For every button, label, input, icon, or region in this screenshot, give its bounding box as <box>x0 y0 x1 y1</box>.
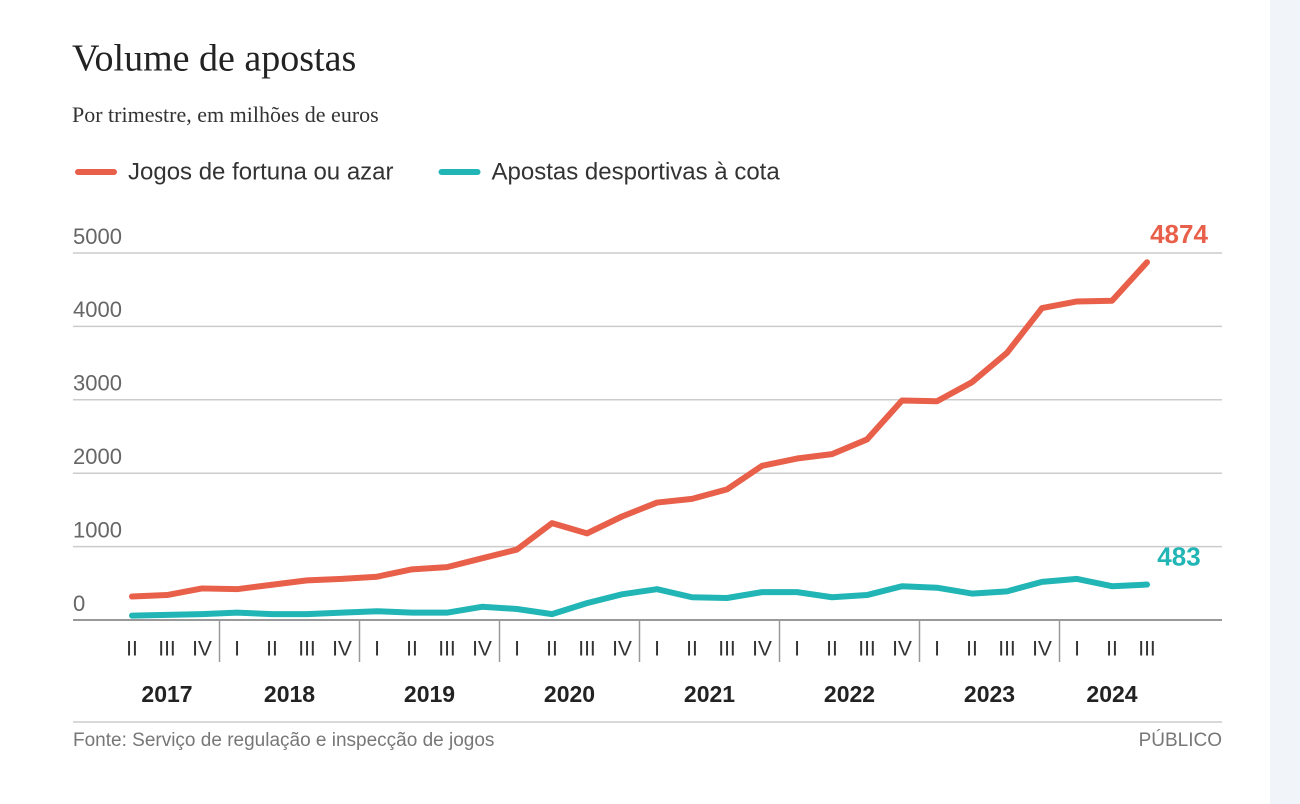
side-strip <box>1270 0 1300 804</box>
x-tick-label: II <box>546 638 558 661</box>
year-label: 2018 <box>264 681 315 707</box>
x-tick-label: IV <box>1032 638 1052 661</box>
x-tick-label: III <box>718 638 736 661</box>
chart-subtitle: Por trimestre, em milhões de euros <box>72 102 379 127</box>
year-label: 2020 <box>544 681 595 707</box>
x-tick-label: IV <box>332 638 352 661</box>
year-label: 2024 <box>1086 681 1137 707</box>
x-tick-label: I <box>654 638 660 661</box>
x-tick-label: IV <box>892 638 912 661</box>
x-tick-label: I <box>934 638 940 661</box>
legend-label: Apostas desportivas à cota <box>492 158 781 185</box>
x-tick-label: III <box>1138 638 1156 661</box>
y-tick-label: 3000 <box>73 371 122 396</box>
x-tick-label: I <box>234 638 240 661</box>
x-tick-label: III <box>438 638 456 661</box>
x-tick-label: II <box>826 638 838 661</box>
credit: PÚBLICO <box>1139 729 1222 751</box>
x-tick-label: I <box>1074 638 1080 661</box>
legend-label: Jogos de fortuna ou azar <box>128 158 394 185</box>
year-label: 2019 <box>404 681 455 707</box>
x-tick-label: IV <box>192 638 212 661</box>
x-tick-label: IV <box>472 638 492 661</box>
x-tick-label: II <box>686 638 698 661</box>
x-tick-label: II <box>406 638 418 661</box>
x-tick-label: III <box>158 638 176 661</box>
year-label: 2023 <box>964 681 1015 707</box>
series-line <box>129 575 1150 619</box>
y-tick-label: 1000 <box>73 517 122 542</box>
year-label: 2017 <box>141 681 192 707</box>
y-tick-label: 0 <box>73 591 85 616</box>
x-tick-label: I <box>374 638 380 661</box>
x-tick-label: IV <box>612 638 632 661</box>
data-label: 483 <box>1157 541 1200 571</box>
data-label: 4874 <box>1150 219 1208 249</box>
x-tick-label: III <box>298 638 316 661</box>
x-tick-label: III <box>998 638 1016 661</box>
chart-title: Volume de apostas <box>72 38 356 80</box>
source: Fonte: Serviço de regulação e inspecção … <box>73 730 494 751</box>
y-tick-label: 5000 <box>73 224 122 249</box>
year-label: 2021 <box>684 681 735 707</box>
y-tick-label: 2000 <box>73 444 122 469</box>
x-tick-label: I <box>514 638 520 661</box>
x-tick-label: IV <box>752 638 772 661</box>
year-label: 2022 <box>824 681 875 707</box>
x-tick-label: II <box>1106 638 1118 661</box>
y-tick-label: 4000 <box>73 297 122 322</box>
x-tick-label: II <box>266 638 278 661</box>
series-line <box>129 259 1150 600</box>
x-tick-label: III <box>858 638 876 661</box>
x-tick-label: I <box>794 638 800 661</box>
x-tick-label: II <box>126 638 138 661</box>
x-tick-label: II <box>966 638 978 661</box>
x-tick-label: III <box>578 638 596 661</box>
